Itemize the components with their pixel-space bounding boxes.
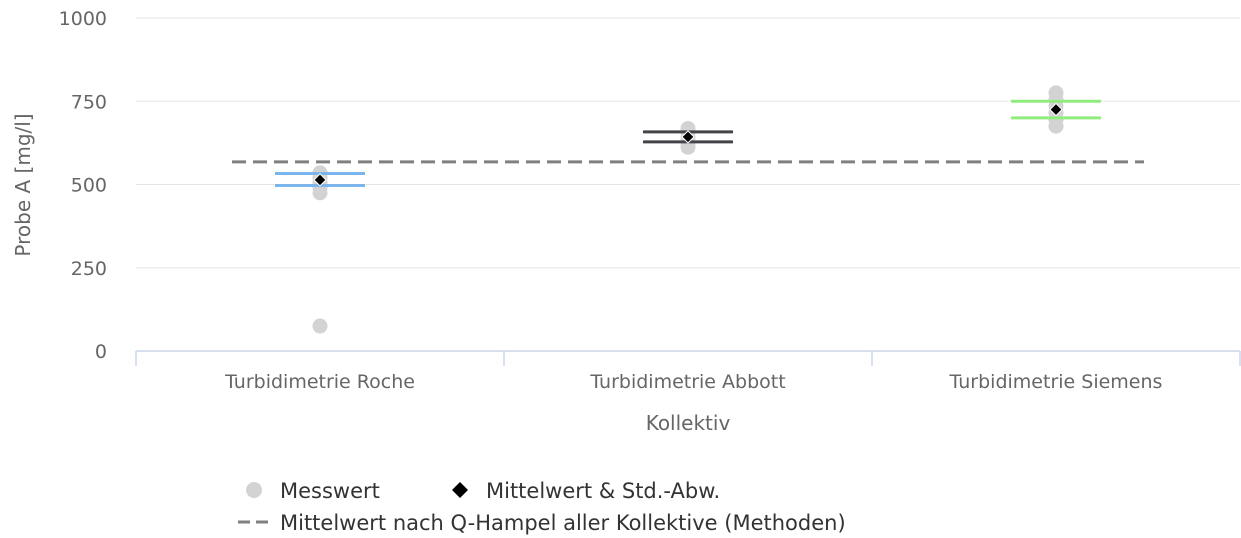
y-tick-label: 250	[71, 258, 107, 280]
mean-marker[interactable]	[681, 130, 695, 144]
messwert-point[interactable]	[1048, 85, 1064, 101]
legend-marker-mittelwert	[452, 482, 468, 498]
messwert-series	[312, 85, 1064, 334]
x-tick-label: Turbidimetrie Siemens	[949, 371, 1163, 393]
legend-item-mittelwert[interactable]: Mittelwert & Std.-Abw.	[452, 479, 720, 503]
x-tick-label: Turbidimetrie Roche	[224, 371, 415, 393]
x-axis	[135, 350, 1241, 366]
y-tick-label: 1000	[59, 8, 107, 30]
legend-item-q-hampel[interactable]: Mittelwert nach Q-Hampel aller Kollektiv…	[238, 511, 846, 535]
legend-item-messwert[interactable]: Messwert	[246, 479, 380, 503]
legend-marker-messwert	[246, 482, 262, 498]
mean-marker[interactable]	[1049, 102, 1063, 117]
messwert-point[interactable]	[312, 318, 328, 334]
y-axis-title: Probe A [mg/l]	[11, 113, 35, 256]
y-tick-labels: 0 250 500 750 1000	[59, 8, 107, 363]
y-tick-label: 0	[95, 341, 107, 363]
x-tick-labels: Turbidimetrie Roche Turbidimetrie Abbott T…	[224, 371, 1162, 393]
y-tick-label: 500	[71, 175, 107, 197]
mean-sd-series	[275, 99, 1101, 187]
legend-label-q-hampel: Mittelwert nach Q-Hampel aller Kollektiv…	[280, 511, 846, 535]
legend-label-messwert: Messwert	[280, 479, 380, 503]
legend-label-mittelwert: Mittelwert & Std.-Abw.	[486, 479, 720, 503]
mean-marker[interactable]	[313, 173, 327, 187]
x-axis-title: Kollektiv	[646, 411, 731, 435]
x-tick-label: Turbidimetrie Abbott	[589, 371, 785, 393]
y-tick-label: 750	[71, 91, 107, 113]
legend: Messwert Mittelwert & Std.-Abw. Mittelwe…	[238, 479, 846, 535]
